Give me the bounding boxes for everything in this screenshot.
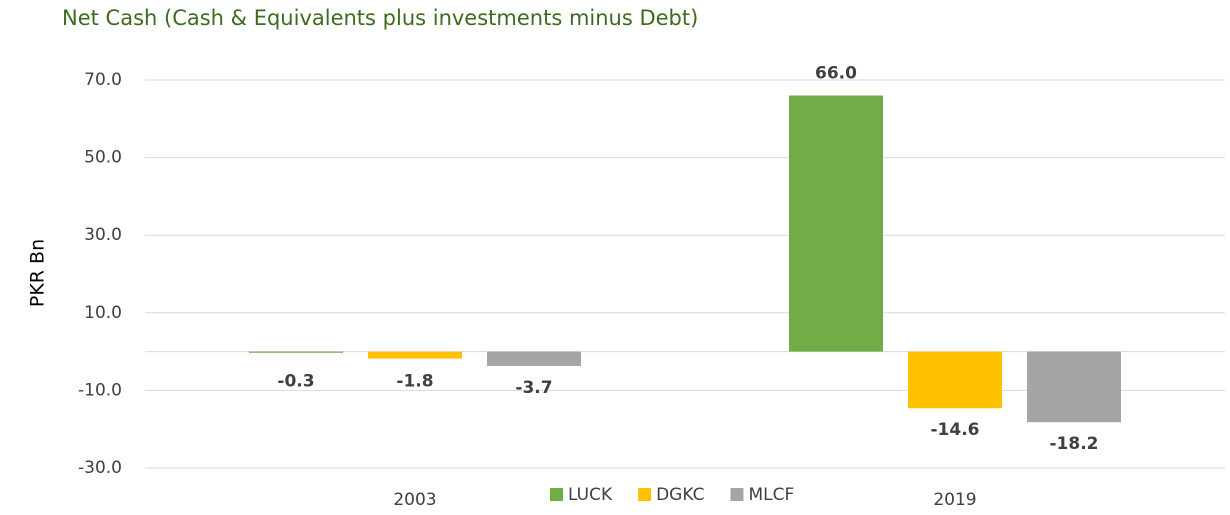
legend-label: LUCK [568,485,613,505]
bar [249,351,343,353]
value-label: -3.7 [515,378,552,398]
y-axis-title: PKR Bn [27,239,49,307]
value-label: -0.3 [277,372,314,392]
y-tick-label: 10.0 [84,303,122,323]
y-tick-label: 70.0 [84,70,122,90]
value-label: -14.6 [931,420,980,440]
legend-label: DGKC [656,485,704,505]
y-tick-label: -10.0 [78,380,122,400]
y-tick-label: 30.0 [84,225,122,245]
value-label: 66.0 [815,64,857,84]
y-tick-label: -30.0 [78,458,122,478]
chart-title: Net Cash (Cash & Equivalents plus invest… [62,6,698,30]
x-tick-label: 2003 [393,490,436,510]
bar [789,95,883,352]
bar [487,351,581,366]
bar [368,351,462,359]
value-label: -18.2 [1050,434,1099,454]
legend-swatch [550,488,563,501]
legend-label: MLCF [748,485,794,505]
value-label: -1.8 [396,372,433,392]
legend-swatch [730,488,744,501]
x-tick-label: 2019 [933,490,976,510]
bar [908,351,1002,409]
bar [1027,351,1121,423]
y-tick-label: 50.0 [84,148,122,168]
legend-swatch [638,488,652,501]
